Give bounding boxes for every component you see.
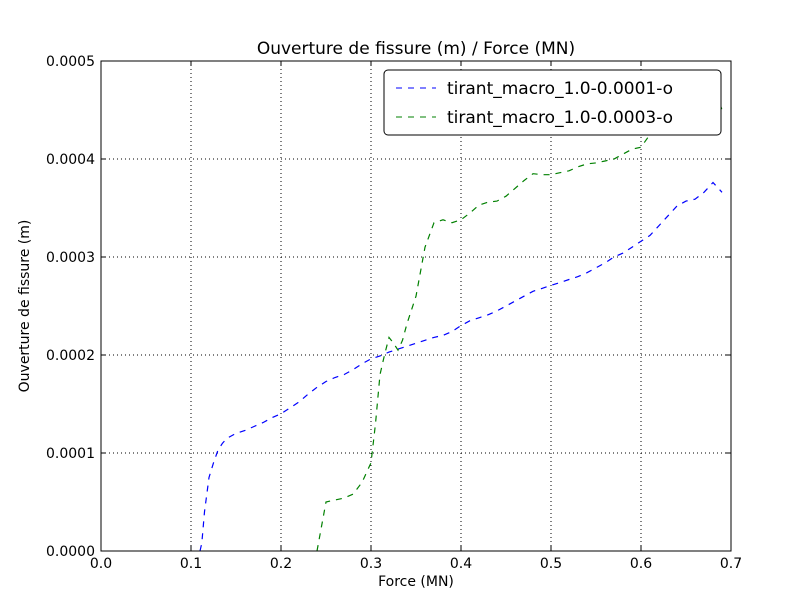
y-axis-label: Ouverture de fissure (m) — [17, 220, 33, 393]
plot-frame — [100, 60, 732, 552]
y-tick-label: 0.0005 — [46, 54, 95, 70]
tick-layer: 0.0 0.1 0.2 0.3 0.4 0.5 0.6 0.7 0.0000 0.0001 0.00… — [46, 54, 742, 572]
y-tick-label: 0.0001 — [46, 446, 95, 462]
x-tick-label: 0.5 — [540, 556, 562, 572]
legend-label-series-1: tirant_macro_1.0-0.0001-o — [447, 79, 673, 99]
x-tick-label: 0.3 — [360, 556, 382, 572]
x-tick-label: 0.4 — [450, 556, 472, 572]
y-tick-label: 0.0000 — [46, 544, 95, 560]
x-tick-label: 0.6 — [630, 556, 652, 572]
series-layer — [199, 81, 723, 552]
series-line-2 — [316, 81, 723, 552]
chart-title: Ouverture de fissure (m) / Force (MN) — [257, 39, 575, 59]
legend: tirant_macro_1.0-0.0001-o tirant_macro_1… — [383, 69, 722, 136]
x-tick-label: 0.0 — [90, 556, 112, 572]
series-line-1 — [199, 181, 723, 552]
grid-layer — [101, 61, 731, 551]
x-tick-label: 0.1 — [180, 556, 202, 572]
y-tick-label: 0.0003 — [46, 250, 95, 266]
x-axis-label: Force (MN) — [378, 574, 454, 590]
x-tick-label: 0.7 — [720, 556, 742, 572]
legend-box — [383, 69, 722, 136]
x-tick-label: 0.2 — [270, 556, 292, 572]
legend-label-series-2: tirant_macro_1.0-0.0003-o — [447, 108, 673, 128]
y-tick-label: 0.0004 — [46, 152, 95, 168]
y-tick-label: 0.0002 — [46, 348, 95, 364]
